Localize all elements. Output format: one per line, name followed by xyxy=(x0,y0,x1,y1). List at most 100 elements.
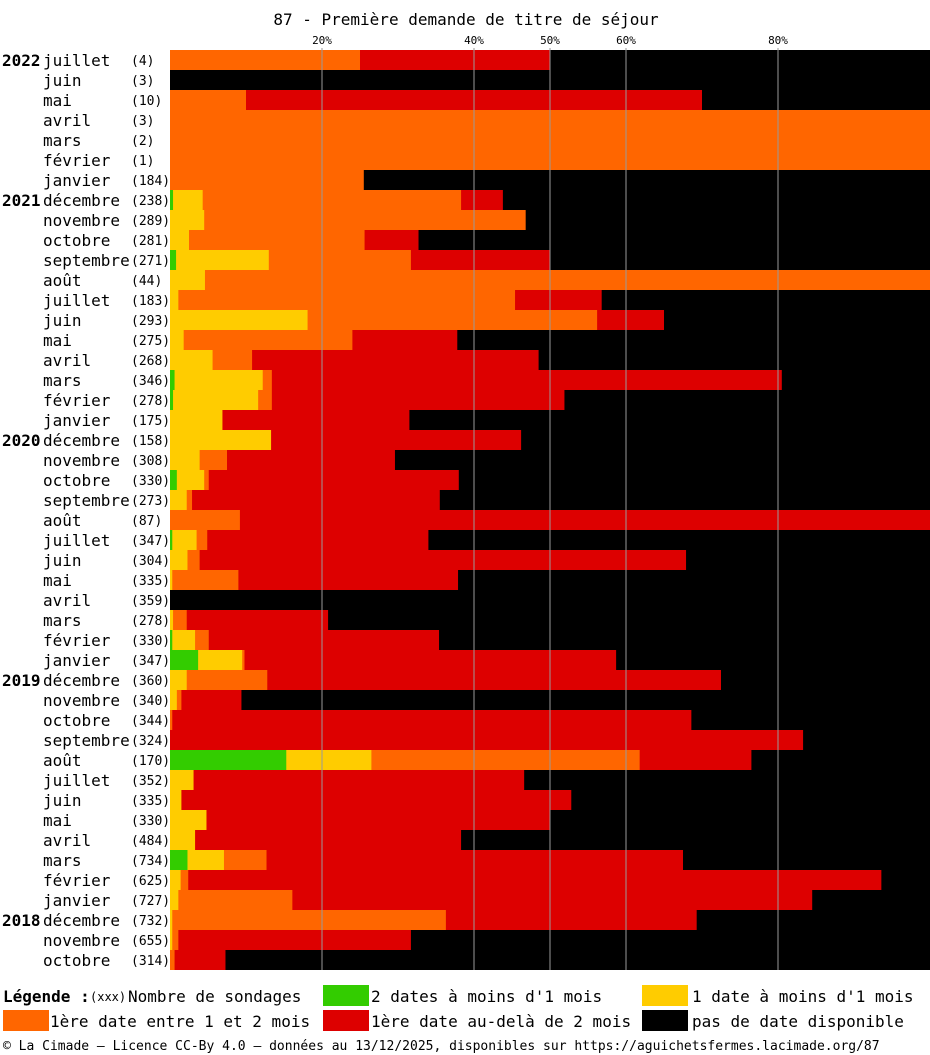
bar-segment-r xyxy=(188,870,882,890)
bar-segment-b xyxy=(564,390,930,410)
x-tick-label: 40% xyxy=(464,34,484,47)
x-tick-label: 20% xyxy=(312,34,332,47)
month-label: février xyxy=(43,391,111,410)
bar-segment-b xyxy=(525,210,930,230)
bar-segment-r xyxy=(244,650,617,670)
bar-segment-r xyxy=(186,610,329,630)
bar-segment-y xyxy=(170,290,179,310)
bar-segment-y xyxy=(170,870,182,890)
bar-segment-g xyxy=(170,190,174,210)
count-label: (335) xyxy=(131,794,170,809)
month-label: octobre xyxy=(43,471,110,490)
month-label: novembre xyxy=(43,451,120,470)
month-label: août xyxy=(43,751,82,770)
legend-entry-o: 1ère date entre 1 et 2 mois xyxy=(50,1012,310,1031)
bar-segment-y xyxy=(170,810,207,830)
bar-segment-y xyxy=(170,910,173,930)
bar-segment-o xyxy=(178,290,516,310)
count-label: (360) xyxy=(131,674,170,689)
month-label: juin xyxy=(43,551,82,570)
bar-segment-r xyxy=(192,490,441,510)
month-label: mars xyxy=(43,851,82,870)
bar-segment-b xyxy=(616,650,930,670)
bar-segment-y xyxy=(170,450,201,470)
legend-entry-b: pas de date disponible xyxy=(692,1012,904,1031)
legend-swatch-y xyxy=(642,985,688,1006)
bar-segment-o xyxy=(170,50,361,70)
bar-segment-r xyxy=(222,410,410,430)
gridlines xyxy=(321,48,779,970)
bar-segment-g xyxy=(170,650,199,670)
bar-segment-o xyxy=(170,710,173,730)
bar-segment-o xyxy=(223,850,267,870)
bar-segment-b xyxy=(550,250,930,270)
bar-segment-r xyxy=(639,750,752,770)
bar-segment-r xyxy=(172,710,692,730)
month-label: août xyxy=(43,511,82,530)
month-label: juin xyxy=(43,791,82,810)
bar-segment-r xyxy=(170,730,804,750)
count-label: (732) xyxy=(131,914,170,929)
legend-label: Légende : xyxy=(3,987,90,1006)
month-label: avril xyxy=(43,831,91,850)
count-label: (268) xyxy=(131,354,170,369)
month-label: octobre xyxy=(43,231,110,250)
bar-segment-o xyxy=(258,390,273,410)
count-label: (330) xyxy=(131,634,170,649)
bar-segment-r xyxy=(292,890,813,910)
bar-segment-b xyxy=(524,770,930,790)
bar-segment-g xyxy=(170,630,173,650)
bar-segment-g xyxy=(170,370,175,390)
bar-segment-b xyxy=(721,670,930,690)
count-label: (314) xyxy=(131,954,170,969)
month-label: février xyxy=(43,871,111,890)
legend-swatch-g xyxy=(323,985,369,1006)
bar-segment-b xyxy=(550,50,930,70)
bar-segment-r xyxy=(174,950,226,970)
bar-segment-y xyxy=(187,850,225,870)
bar-segment-o xyxy=(180,870,189,890)
bar-segment-g xyxy=(170,390,174,410)
bar-segment-b xyxy=(812,890,930,910)
count-label: (346) xyxy=(131,374,170,389)
bar-segment-b xyxy=(683,850,930,870)
month-label: juillet xyxy=(43,51,110,70)
bar-segment-y xyxy=(170,670,188,690)
chart-title: 87 - Première demande de titre de séjour xyxy=(273,10,659,29)
footer-credit: © La Cimade — Licence CC-By 4.0 — donnée… xyxy=(3,1039,880,1054)
bar-segment-r xyxy=(597,310,665,330)
bar-segment-y xyxy=(170,210,205,230)
bar-segment-b xyxy=(461,830,930,850)
legend-entry-g: 2 dates à moins d'1 mois xyxy=(371,987,602,1006)
bar-segment-r xyxy=(193,770,525,790)
bar-segment-o xyxy=(212,350,253,370)
bar-segment-r xyxy=(178,930,412,950)
bar-segment-r xyxy=(252,350,539,370)
bar-segment-o xyxy=(187,550,201,570)
x-tick-label: 60% xyxy=(616,34,636,47)
count-label: (352) xyxy=(131,774,170,789)
count-label: (170) xyxy=(131,754,170,769)
bar-segment-r xyxy=(364,230,419,250)
x-tick-label: 80% xyxy=(768,34,788,47)
bar-segment-o xyxy=(242,650,245,670)
bar-segment-o xyxy=(186,670,268,690)
count-label: (158) xyxy=(131,434,170,449)
bar-segment-b xyxy=(439,490,930,510)
bar-segment-y xyxy=(170,690,178,710)
month-label: août xyxy=(43,271,82,290)
bar-segment-r xyxy=(266,850,684,870)
count-label: (330) xyxy=(131,814,170,829)
bar-segment-r xyxy=(239,510,930,530)
bar-segment-b xyxy=(601,290,930,310)
bar-segment-y xyxy=(170,770,194,790)
bar-segment-b xyxy=(457,330,930,350)
bar-segment-r xyxy=(445,910,698,930)
bar-segment-y xyxy=(170,330,185,350)
count-label: (727) xyxy=(131,894,170,909)
bar-segment-o xyxy=(195,630,210,650)
bar-segment-g xyxy=(170,850,188,870)
bar-segment-o xyxy=(371,750,641,770)
bar-segment-o xyxy=(170,170,365,190)
bar-segment-b xyxy=(418,230,930,250)
